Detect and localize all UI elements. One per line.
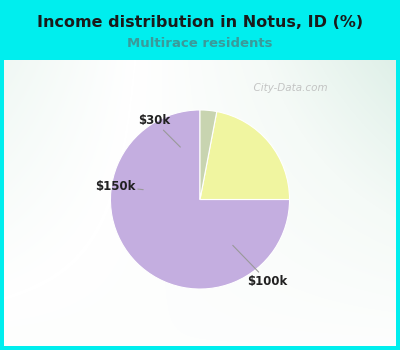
Text: City-Data.com: City-Data.com (247, 83, 328, 92)
Text: $100k: $100k (233, 245, 288, 288)
Text: $30k: $30k (138, 114, 180, 147)
Wedge shape (200, 110, 217, 200)
Wedge shape (200, 112, 290, 200)
Text: $150k: $150k (95, 180, 143, 193)
Text: Income distribution in Notus, ID (%): Income distribution in Notus, ID (%) (37, 15, 363, 30)
Wedge shape (110, 110, 290, 289)
Text: Multirace residents: Multirace residents (127, 37, 273, 50)
